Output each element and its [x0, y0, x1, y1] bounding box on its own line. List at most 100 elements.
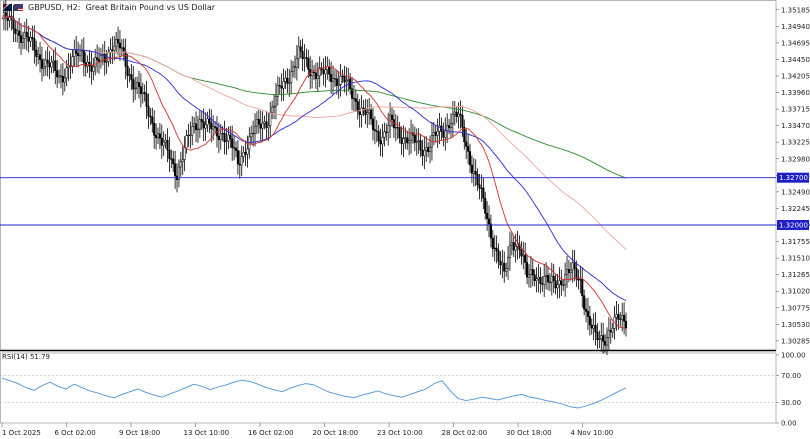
candle-body: [370, 109, 373, 120]
ma-blue-line: [1, 15, 627, 302]
candle-body: [303, 57, 306, 59]
rsi-tick-label: 30.00: [781, 399, 801, 407]
candle-body: [461, 114, 464, 128]
candle-body: [524, 254, 527, 263]
candle-body: [451, 114, 454, 124]
candle-body: [362, 107, 365, 109]
candle-body: [111, 49, 114, 51]
price-tick-label: 1.33225: [781, 139, 810, 147]
candle-body: [71, 56, 74, 67]
price-tick-label: 1.33715: [781, 106, 810, 114]
candle-body: [267, 125, 270, 128]
candle-body: [172, 158, 175, 165]
candle-body: [168, 149, 171, 160]
candle-body: [196, 128, 200, 131]
candle-body: [29, 37, 32, 42]
candle-body: [295, 58, 298, 68]
candle-body: [25, 31, 28, 38]
rsi-tick-label: 70.00: [781, 372, 801, 380]
candle-body: [535, 278, 538, 282]
candle-body: [470, 164, 473, 174]
candle-body: [463, 127, 466, 143]
candle-body: [299, 46, 302, 52]
candle-body: [358, 111, 361, 115]
price-tick-label: 1.31020: [781, 288, 810, 296]
gbp-flag-icon: [3, 3, 12, 11]
candle-body: [409, 132, 413, 141]
candle-body: [421, 149, 424, 156]
candle-body: [482, 187, 485, 199]
candle-body: [486, 212, 489, 220]
candle-body: [333, 78, 336, 80]
candle-body: [227, 134, 230, 142]
price-tick-label: 1.31265: [781, 271, 810, 279]
candle-body: [375, 130, 378, 132]
candle-body: [271, 106, 274, 113]
candle-body: [408, 140, 411, 144]
candle-body: [364, 108, 367, 115]
candle-body: [330, 74, 333, 82]
candle-body: [484, 198, 487, 214]
rsi-tick-label: 0.00: [781, 420, 797, 428]
candle-body: [552, 275, 555, 281]
candle-body: [128, 74, 131, 76]
candle-body: [605, 337, 609, 346]
candle-body: [546, 274, 550, 283]
candle-body: [21, 38, 24, 43]
candle-body: [253, 125, 257, 134]
time-tick-label: 20 Oct 18:00: [313, 429, 359, 437]
candle-body: [65, 67, 68, 79]
candle-body: [274, 96, 278, 107]
candle-body: [191, 126, 194, 136]
candle-body: [436, 130, 439, 136]
candle-body: [37, 54, 40, 57]
symbol-description: Great Britain Pound vs US Dollar: [85, 2, 216, 12]
candle-body: [185, 135, 188, 149]
candle-body: [598, 338, 601, 340]
candle-body: [145, 93, 148, 107]
candle-body: [67, 65, 70, 69]
time-tick-label: 16 Oct 02:00: [248, 429, 294, 437]
candle-body: [468, 151, 472, 166]
candle-body: [624, 320, 628, 329]
candle-body: [586, 311, 590, 317]
candle-body: [404, 137, 407, 140]
candle-body: [46, 59, 49, 64]
candle-body: [592, 325, 595, 329]
candle-body: [562, 284, 565, 286]
price-tick-label: 1.30775: [781, 304, 810, 312]
rsi-label: RSI(14) 51.79: [2, 353, 51, 361]
candle-body: [113, 45, 116, 51]
candle-body: [512, 242, 515, 251]
candle-body: [499, 260, 502, 266]
candle-body: [385, 131, 388, 133]
candle-body: [214, 126, 217, 128]
candle-body: [292, 66, 295, 73]
candle-body: [278, 85, 281, 87]
candle-body: [457, 113, 460, 117]
candle-body: [38, 54, 42, 60]
candle-body: [77, 53, 80, 57]
candle-body: [194, 123, 198, 131]
candle-body: [63, 77, 66, 83]
candle-body: [543, 276, 546, 285]
candle-body: [529, 269, 532, 275]
candle-body: [206, 118, 209, 126]
candle-body: [607, 330, 610, 338]
candle-body: [242, 152, 245, 157]
candle-body: [400, 137, 403, 144]
price-tick-label: 1.34450: [781, 56, 810, 64]
candle-body: [417, 140, 420, 142]
candle-body: [109, 49, 112, 53]
candle-body: [459, 113, 462, 116]
price-tick-label: 1.32980: [781, 155, 810, 163]
candle-body: [465, 141, 468, 147]
time-tick-label: 9 Oct 18:00: [119, 429, 160, 437]
candle-body: [88, 61, 91, 66]
candle-body: [160, 137, 163, 146]
candle-body: [448, 125, 451, 129]
candle-body: [316, 75, 319, 79]
candle-body: [16, 30, 19, 34]
candle-body: [124, 51, 127, 67]
